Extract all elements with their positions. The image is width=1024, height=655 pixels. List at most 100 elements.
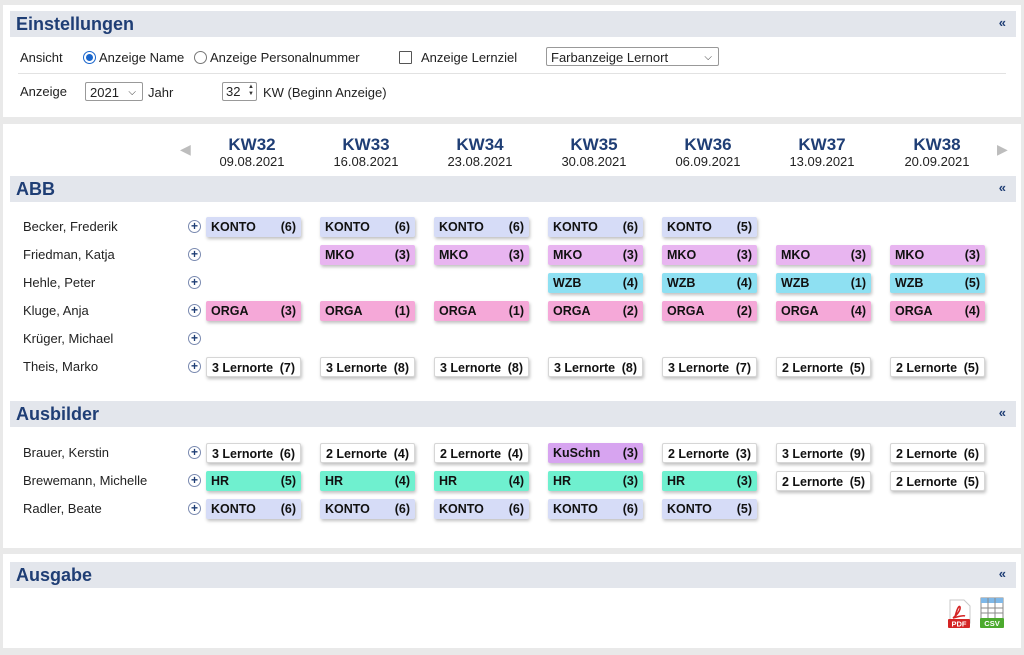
- schedule-cell[interactable]: MKO (3): [548, 245, 643, 265]
- cell-count: (7): [735, 361, 751, 375]
- schedule-cell[interactable]: MKO (3): [662, 245, 757, 265]
- next-week-icon[interactable]: ▶: [997, 141, 1008, 157]
- schedule-cell[interactable]: 3 Lernorte (8): [548, 357, 643, 377]
- schedule-cell[interactable]: HR (3): [548, 471, 643, 491]
- schedule-cell[interactable]: MKO (3): [890, 245, 985, 265]
- schedule-cell[interactable]: KONTO (6): [320, 217, 415, 237]
- cell-count: (5): [736, 502, 752, 516]
- schedule-cell[interactable]: ORGA (4): [776, 301, 871, 321]
- ansicht-label: Ansicht: [20, 50, 63, 65]
- schedule-cell[interactable]: 2 Lernorte (5): [776, 357, 871, 377]
- cell-lernort: 3 Lernorte: [782, 447, 844, 461]
- schedule-cell[interactable]: ORGA (4): [890, 301, 985, 321]
- add-entry-icon[interactable]: +: [188, 248, 201, 261]
- cell-count: (4): [507, 447, 523, 461]
- schedule-cell[interactable]: 2 Lernorte (4): [320, 443, 415, 463]
- radio-anzeige-personalnummer[interactable]: [194, 51, 207, 64]
- schedule-cell[interactable]: KONTO (6): [548, 217, 643, 237]
- schedule-cell[interactable]: ORGA (2): [548, 301, 643, 321]
- radio-anzeige-name-label[interactable]: Anzeige Name: [99, 50, 185, 65]
- schedule-cell[interactable]: 2 Lernorte (5): [890, 471, 985, 491]
- schedule-cell[interactable]: 3 Lernorte (6): [206, 443, 301, 463]
- add-entry-icon[interactable]: +: [188, 332, 201, 345]
- radio-anzeige-personalnummer-label[interactable]: Anzeige Personalnummer: [210, 50, 360, 65]
- schedule-cell[interactable]: MKO (3): [776, 245, 871, 265]
- week-column-header: KW33 16.08.2021: [316, 135, 416, 169]
- checkbox-anzeige-lernziel-label[interactable]: Anzeige Lernziel: [421, 50, 518, 65]
- add-entry-icon[interactable]: +: [188, 446, 201, 459]
- schedule-cell[interactable]: 3 Lernorte (7): [206, 357, 301, 377]
- pdf-icon-label: PDF: [952, 620, 967, 629]
- schedule-cell[interactable]: HR (5): [206, 471, 301, 491]
- cell-count: (5): [280, 474, 296, 488]
- cell-lernort: 2 Lernorte: [782, 361, 844, 375]
- schedule-cell[interactable]: MKO (3): [434, 245, 529, 265]
- schedule-cell[interactable]: ORGA (3): [206, 301, 301, 321]
- add-entry-icon[interactable]: +: [188, 220, 201, 233]
- cell-count: (6): [280, 502, 296, 516]
- schedule-cell[interactable]: KONTO (5): [662, 217, 757, 237]
- year-select-value: 2021: [90, 85, 119, 100]
- settings-collapse-icon[interactable]: «: [998, 15, 1006, 30]
- schedule-cell[interactable]: KONTO (6): [206, 217, 301, 237]
- cell-count: (2): [622, 304, 638, 318]
- cell-count: (8): [507, 361, 523, 375]
- schedule-cell[interactable]: 2 Lernorte (3): [662, 443, 757, 463]
- checkbox-anzeige-lernziel[interactable]: [399, 51, 412, 64]
- cell-lernort: 3 Lernorte: [440, 361, 502, 375]
- add-entry-icon[interactable]: +: [188, 474, 201, 487]
- add-entry-icon[interactable]: +: [188, 304, 201, 317]
- schedule-cell[interactable]: KuSchn (3): [548, 443, 643, 463]
- schedule-cell[interactable]: HR (4): [434, 471, 529, 491]
- schedule-cell[interactable]: 2 Lernorte (5): [890, 357, 985, 377]
- add-entry-icon[interactable]: +: [188, 502, 201, 515]
- add-entry-icon[interactable]: +: [188, 360, 201, 373]
- output-collapse-icon[interactable]: «: [998, 566, 1006, 581]
- schedule-cell[interactable]: WZB (4): [548, 273, 643, 293]
- schedule-cell[interactable]: KONTO (6): [206, 499, 301, 519]
- person-name: Kluge, Anja: [23, 303, 89, 318]
- schedule-cell[interactable]: 2 Lernorte (6): [890, 443, 985, 463]
- schedule-cell[interactable]: 3 Lernorte (9): [776, 443, 871, 463]
- schedule-cell[interactable]: KONTO (5): [662, 499, 757, 519]
- spinner-arrows-icon[interactable]: ▲ ▼: [248, 84, 254, 97]
- schedule-cell[interactable]: 3 Lernorte (8): [320, 357, 415, 377]
- schedule-cell[interactable]: 2 Lernorte (5): [776, 471, 871, 491]
- cell-lernort: ORGA: [439, 304, 477, 318]
- group-collapse-icon[interactable]: «: [998, 180, 1006, 195]
- radio-anzeige-name[interactable]: [83, 51, 96, 64]
- cell-count: (4): [394, 474, 410, 488]
- schedule-cell[interactable]: ORGA (1): [434, 301, 529, 321]
- week-date: 23.08.2021: [447, 154, 513, 169]
- add-entry-icon[interactable]: +: [188, 276, 201, 289]
- kw-spinner[interactable]: 32 ▲ ▼: [222, 82, 257, 101]
- cell-lernort: 3 Lernorte: [212, 447, 274, 461]
- prev-week-icon[interactable]: ◀: [180, 141, 191, 157]
- cell-lernort: HR: [439, 474, 458, 488]
- schedule-cell[interactable]: 2 Lernorte (4): [434, 443, 529, 463]
- schedule-cell[interactable]: 3 Lernorte (8): [434, 357, 529, 377]
- schedule-cell[interactable]: KONTO (6): [434, 499, 529, 519]
- schedule-cell[interactable]: ORGA (1): [320, 301, 415, 321]
- group-title: Ausbilder: [16, 404, 100, 424]
- schedule-cell[interactable]: HR (4): [320, 471, 415, 491]
- csv-export-button[interactable]: CSV: [979, 597, 1005, 628]
- schedule-cell[interactable]: WZB (5): [890, 273, 985, 293]
- schedule-cell[interactable]: KONTO (6): [548, 499, 643, 519]
- group-collapse-icon[interactable]: «: [998, 405, 1006, 420]
- schedule-cell[interactable]: WZB (4): [662, 273, 757, 293]
- schedule-cell[interactable]: KONTO (6): [434, 217, 529, 237]
- year-select[interactable]: 2021 ⌵: [85, 82, 143, 101]
- cell-count: (2): [736, 304, 752, 318]
- schedule-cell[interactable]: 3 Lernorte (7): [662, 357, 757, 377]
- schedule-cell[interactable]: MKO (3): [320, 245, 415, 265]
- cell-lernort: KONTO: [325, 502, 370, 516]
- schedule-cell[interactable]: ORGA (2): [662, 301, 757, 321]
- csv-icon-label: CSV: [984, 619, 999, 628]
- schedule-cell[interactable]: HR (3): [662, 471, 757, 491]
- schedule-cell[interactable]: WZB (1): [776, 273, 871, 293]
- cell-count: (6): [963, 447, 979, 461]
- pdf-export-button[interactable]: PDF: [947, 599, 973, 629]
- schedule-cell[interactable]: KONTO (6): [320, 499, 415, 519]
- farbanzeige-select[interactable]: Farbanzeige Lernort ⌵: [546, 47, 719, 66]
